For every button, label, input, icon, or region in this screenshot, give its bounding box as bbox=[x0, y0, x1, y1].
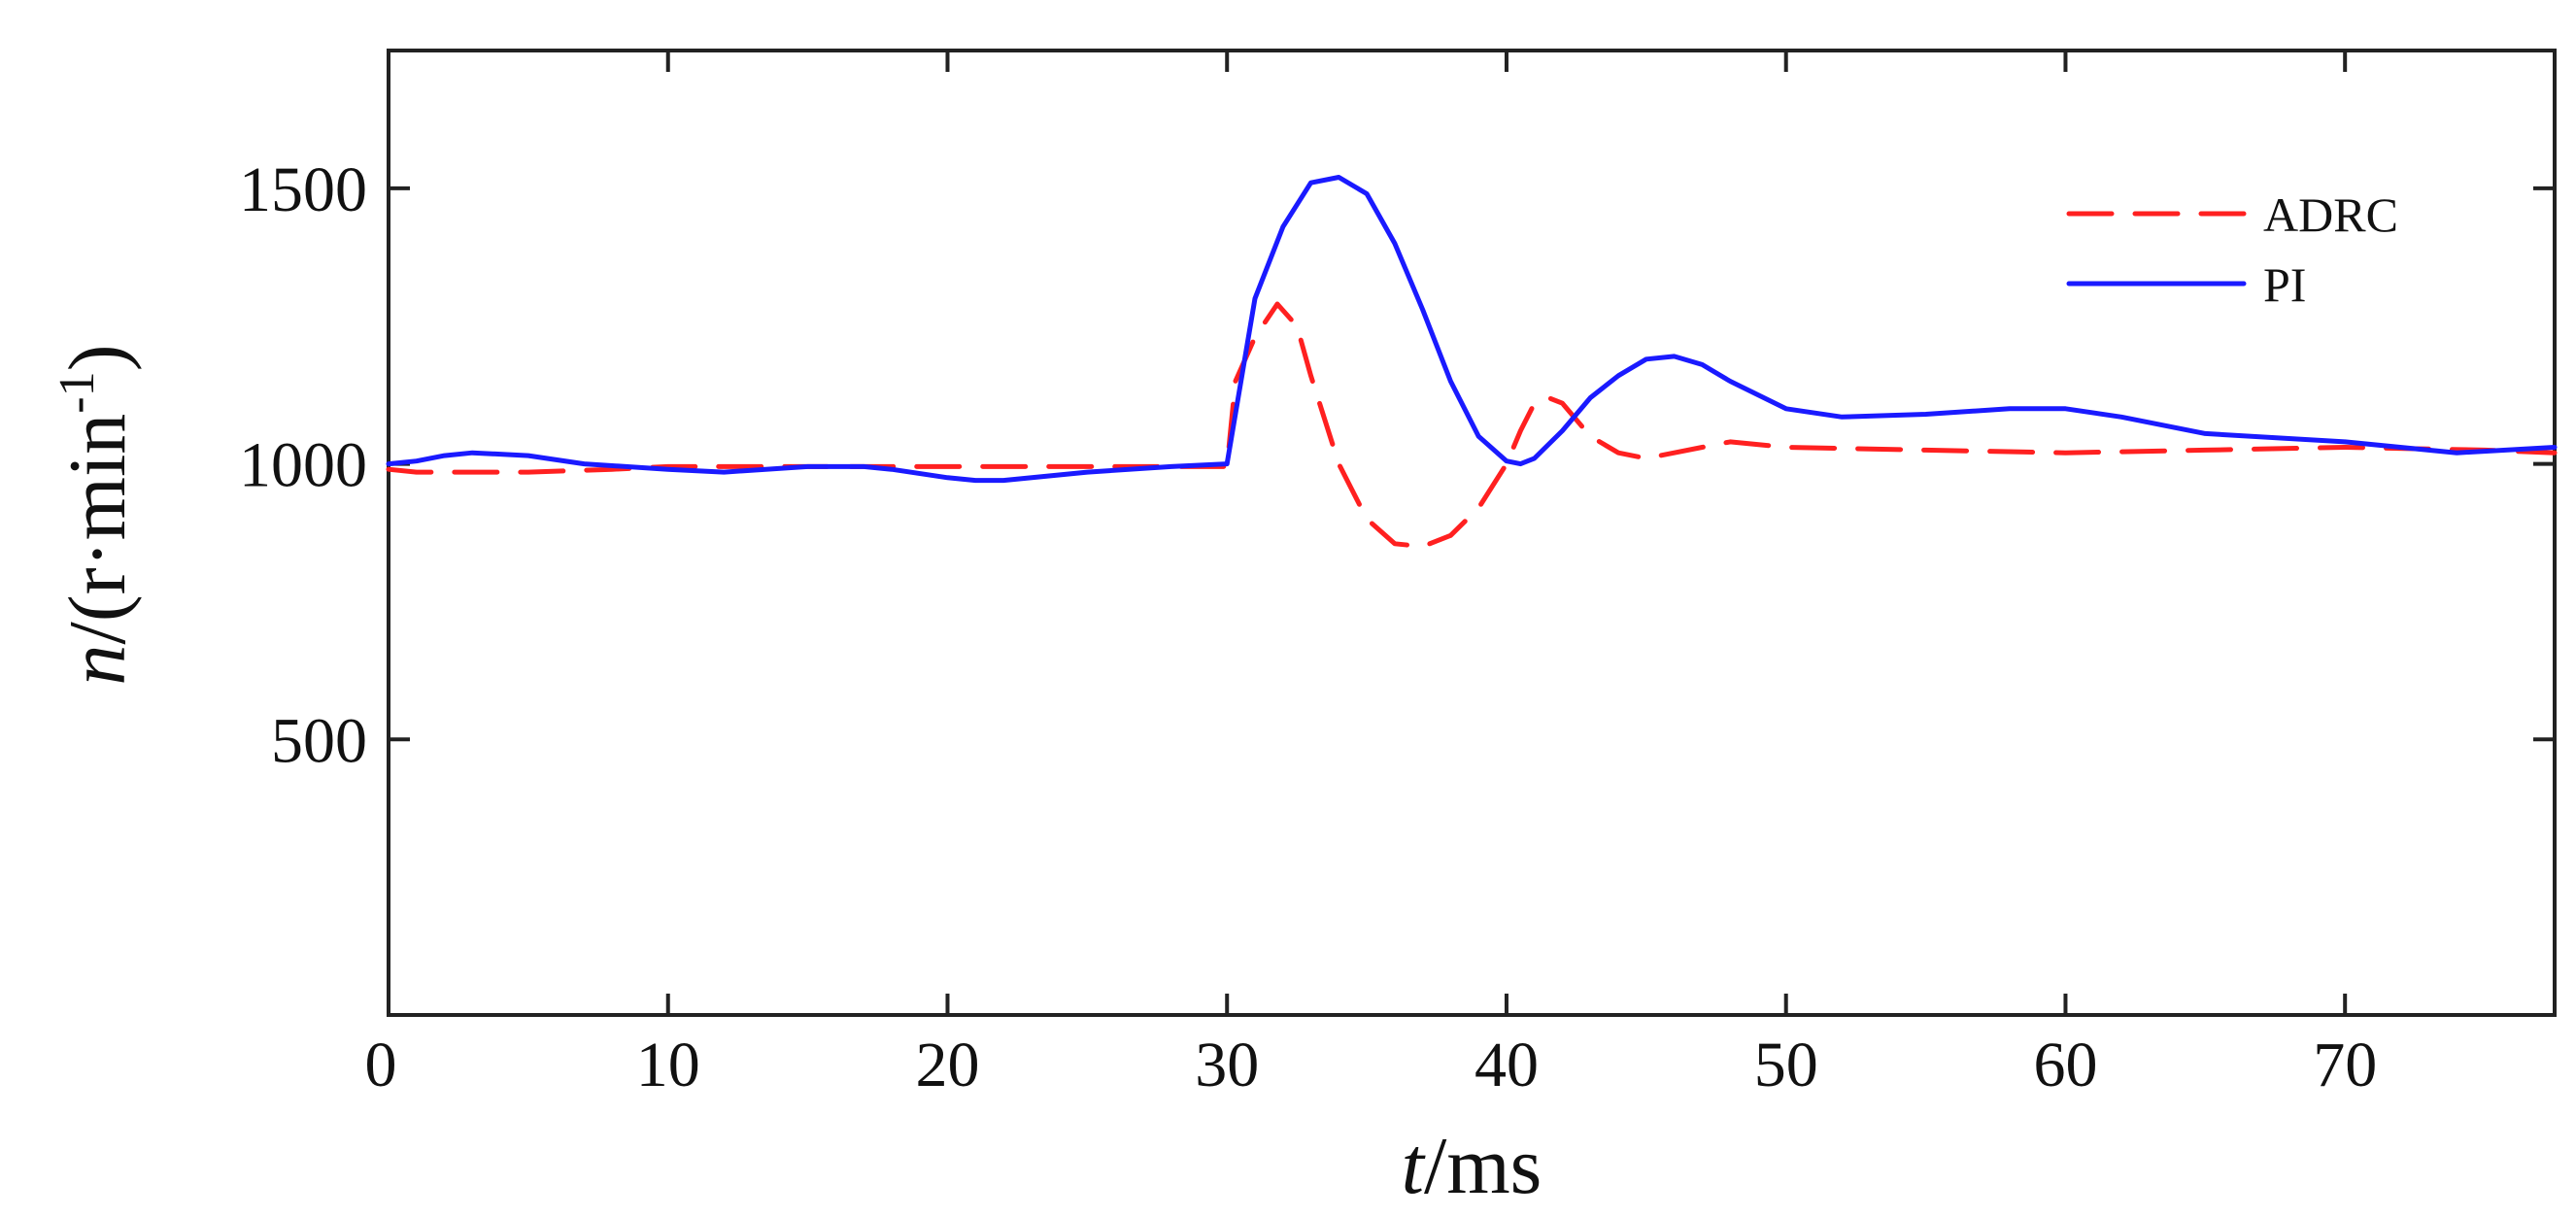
x-tick-label-20: 20 bbox=[915, 1030, 979, 1100]
y-tick-label-1000: 1000 bbox=[239, 430, 367, 501]
x-axis-title: t/ms bbox=[1402, 1121, 1542, 1211]
x-tick-label-30: 30 bbox=[1195, 1030, 1259, 1100]
x-axis-ticks: 0 10 20 30 40 50 60 70 bbox=[365, 51, 2377, 1100]
x-tick-label-0: 0 bbox=[365, 1030, 397, 1100]
legend-label-pi: PI bbox=[2263, 257, 2306, 312]
x-tick-label-60: 60 bbox=[2033, 1030, 2097, 1100]
series-layer bbox=[386, 175, 2558, 550]
y-tick-label-1500: 1500 bbox=[239, 154, 367, 225]
x-tick-label-40: 40 bbox=[1474, 1030, 1539, 1100]
series-line-adrc bbox=[386, 301, 2558, 550]
legend: ADRC PI bbox=[2066, 187, 2398, 312]
legend-label-adrc: ADRC bbox=[2263, 187, 2398, 242]
plot-frame bbox=[387, 49, 2557, 1017]
series-line-pi bbox=[386, 175, 2558, 484]
x-tick-label-10: 10 bbox=[636, 1030, 700, 1100]
y-tick-label-500: 500 bbox=[271, 705, 367, 776]
x-tick-label-70: 70 bbox=[2313, 1030, 2377, 1100]
y-axis-ticks: 500 1000 1500 bbox=[239, 154, 2555, 776]
y-axis-title: n/(r·min-1) bbox=[50, 344, 143, 685]
x-tick-label-50: 50 bbox=[1754, 1030, 1818, 1100]
